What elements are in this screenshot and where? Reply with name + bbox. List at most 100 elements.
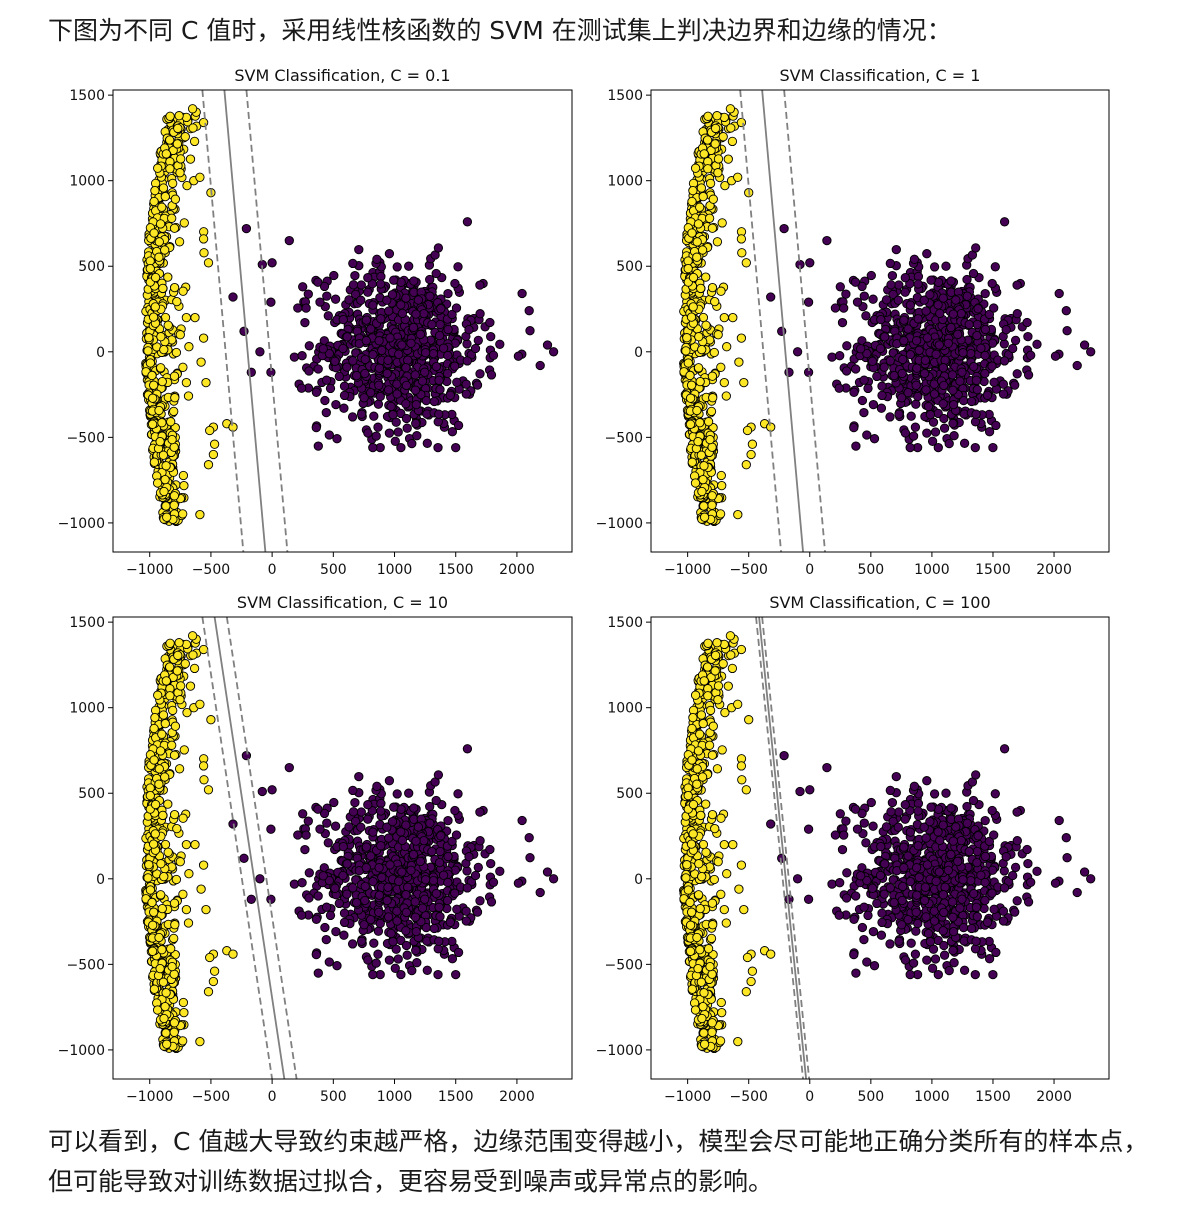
- point-class-purple: [324, 430, 334, 440]
- point-class-yellow: [149, 228, 159, 238]
- point-class-purple: [792, 347, 803, 357]
- point-class-purple: [431, 795, 441, 806]
- point-class-yellow: [161, 149, 171, 159]
- point-class-purple: [984, 309, 995, 320]
- point-class-purple: [433, 442, 443, 453]
- point-class-yellow: [705, 434, 715, 445]
- point-class-purple: [384, 428, 395, 438]
- point-class-yellow: [148, 393, 158, 403]
- point-class-yellow: [693, 436, 703, 447]
- point-class-purple: [363, 814, 373, 824]
- margin-line-lower: [739, 90, 782, 552]
- point-class-purple: [1054, 288, 1064, 299]
- point-class-purple: [894, 280, 904, 290]
- point-class-yellow: [145, 358, 156, 368]
- point-class-yellow: [172, 139, 183, 149]
- point-class-purple: [876, 403, 887, 413]
- point-class-yellow: [703, 417, 714, 427]
- point-class-purple: [368, 349, 378, 360]
- point-class-purple: [968, 268, 979, 279]
- point-class-yellow: [152, 1005, 163, 1015]
- decision-boundary-line: [223, 90, 267, 552]
- point-class-purple: [868, 399, 879, 410]
- point-class-yellow: [708, 721, 718, 731]
- point-class-yellow: [167, 434, 177, 445]
- point-class-purple: [1050, 351, 1061, 361]
- point-class-yellow: [158, 977, 169, 987]
- point-class-purple: [929, 262, 940, 272]
- point-class-purple: [403, 355, 413, 365]
- point-class-purple: [375, 918, 385, 929]
- point-class-yellow: [699, 501, 709, 511]
- point-class-yellow: [699, 1028, 709, 1038]
- point-class-yellow: [695, 729, 705, 739]
- point-class-purple: [524, 306, 534, 316]
- point-class-yellow: [195, 1036, 205, 1047]
- point-class-purple: [442, 895, 453, 906]
- point-class-purple: [373, 399, 384, 409]
- point-class-yellow: [737, 775, 747, 785]
- point-class-purple: [338, 343, 348, 354]
- point-class-yellow: [145, 790, 155, 801]
- point-class-purple: [410, 385, 421, 395]
- point-class-purple: [921, 306, 931, 316]
- axes-frame: [650, 89, 1110, 553]
- point-class-yellow: [170, 920, 180, 930]
- point-class-yellow: [145, 256, 155, 266]
- point-class-purple: [897, 368, 907, 379]
- point-class-yellow: [736, 234, 747, 244]
- plot-area: [679, 90, 1096, 552]
- point-class-purple: [462, 744, 473, 754]
- point-class-yellow: [198, 761, 209, 771]
- point-class-yellow: [203, 785, 214, 795]
- point-class-purple: [359, 393, 369, 403]
- point-class-yellow: [157, 376, 167, 387]
- point-class-yellow: [161, 461, 171, 471]
- point-class-yellow: [733, 509, 743, 520]
- point-class-purple: [339, 930, 349, 940]
- point-class-yellow: [181, 377, 192, 388]
- point-class-purple: [1008, 343, 1018, 354]
- point-class-purple: [899, 315, 909, 325]
- point-class-purple: [403, 882, 413, 892]
- point-class-yellow: [198, 234, 209, 244]
- point-class-yellow: [720, 707, 730, 718]
- point-class-yellow: [172, 666, 183, 676]
- point-class-yellow: [183, 918, 194, 928]
- point-class-yellow: [698, 474, 708, 485]
- chart-title: SVM Classification, C = 100: [769, 593, 990, 612]
- point-class-purple: [931, 349, 941, 359]
- point-class-purple: [267, 785, 277, 795]
- point-class-yellow: [147, 897, 157, 908]
- point-class-purple: [841, 289, 851, 299]
- point-class-purple: [475, 896, 485, 906]
- point-class-purple: [411, 926, 421, 937]
- point-class-yellow: [726, 123, 736, 133]
- point-class-yellow: [169, 442, 179, 452]
- point-class-purple: [409, 803, 419, 813]
- point-class-yellow: [170, 194, 181, 204]
- point-class-yellow: [709, 347, 719, 358]
- point-class-purple: [877, 381, 887, 391]
- point-class-purple: [404, 261, 414, 271]
- point-class-purple: [266, 894, 276, 904]
- point-class-purple: [311, 949, 321, 960]
- point-class-yellow: [682, 333, 692, 343]
- point-class-yellow: [683, 256, 693, 266]
- point-class-purple: [1012, 309, 1022, 319]
- point-class-purple: [372, 781, 382, 791]
- point-class-yellow: [144, 333, 154, 343]
- y-tick-label: −500: [67, 430, 105, 446]
- point-class-yellow: [715, 509, 726, 519]
- point-class-yellow: [701, 272, 711, 282]
- point-class-purple: [332, 961, 342, 971]
- point-class-purple: [461, 916, 471, 926]
- point-class-yellow: [741, 460, 751, 470]
- point-class-purple: [911, 380, 921, 390]
- point-class-purple: [885, 258, 895, 269]
- point-class-yellow: [725, 104, 736, 114]
- point-class-purple: [435, 846, 445, 857]
- point-class-purple: [392, 262, 402, 272]
- point-class-purple: [356, 822, 366, 832]
- point-class-purple: [339, 908, 350, 918]
